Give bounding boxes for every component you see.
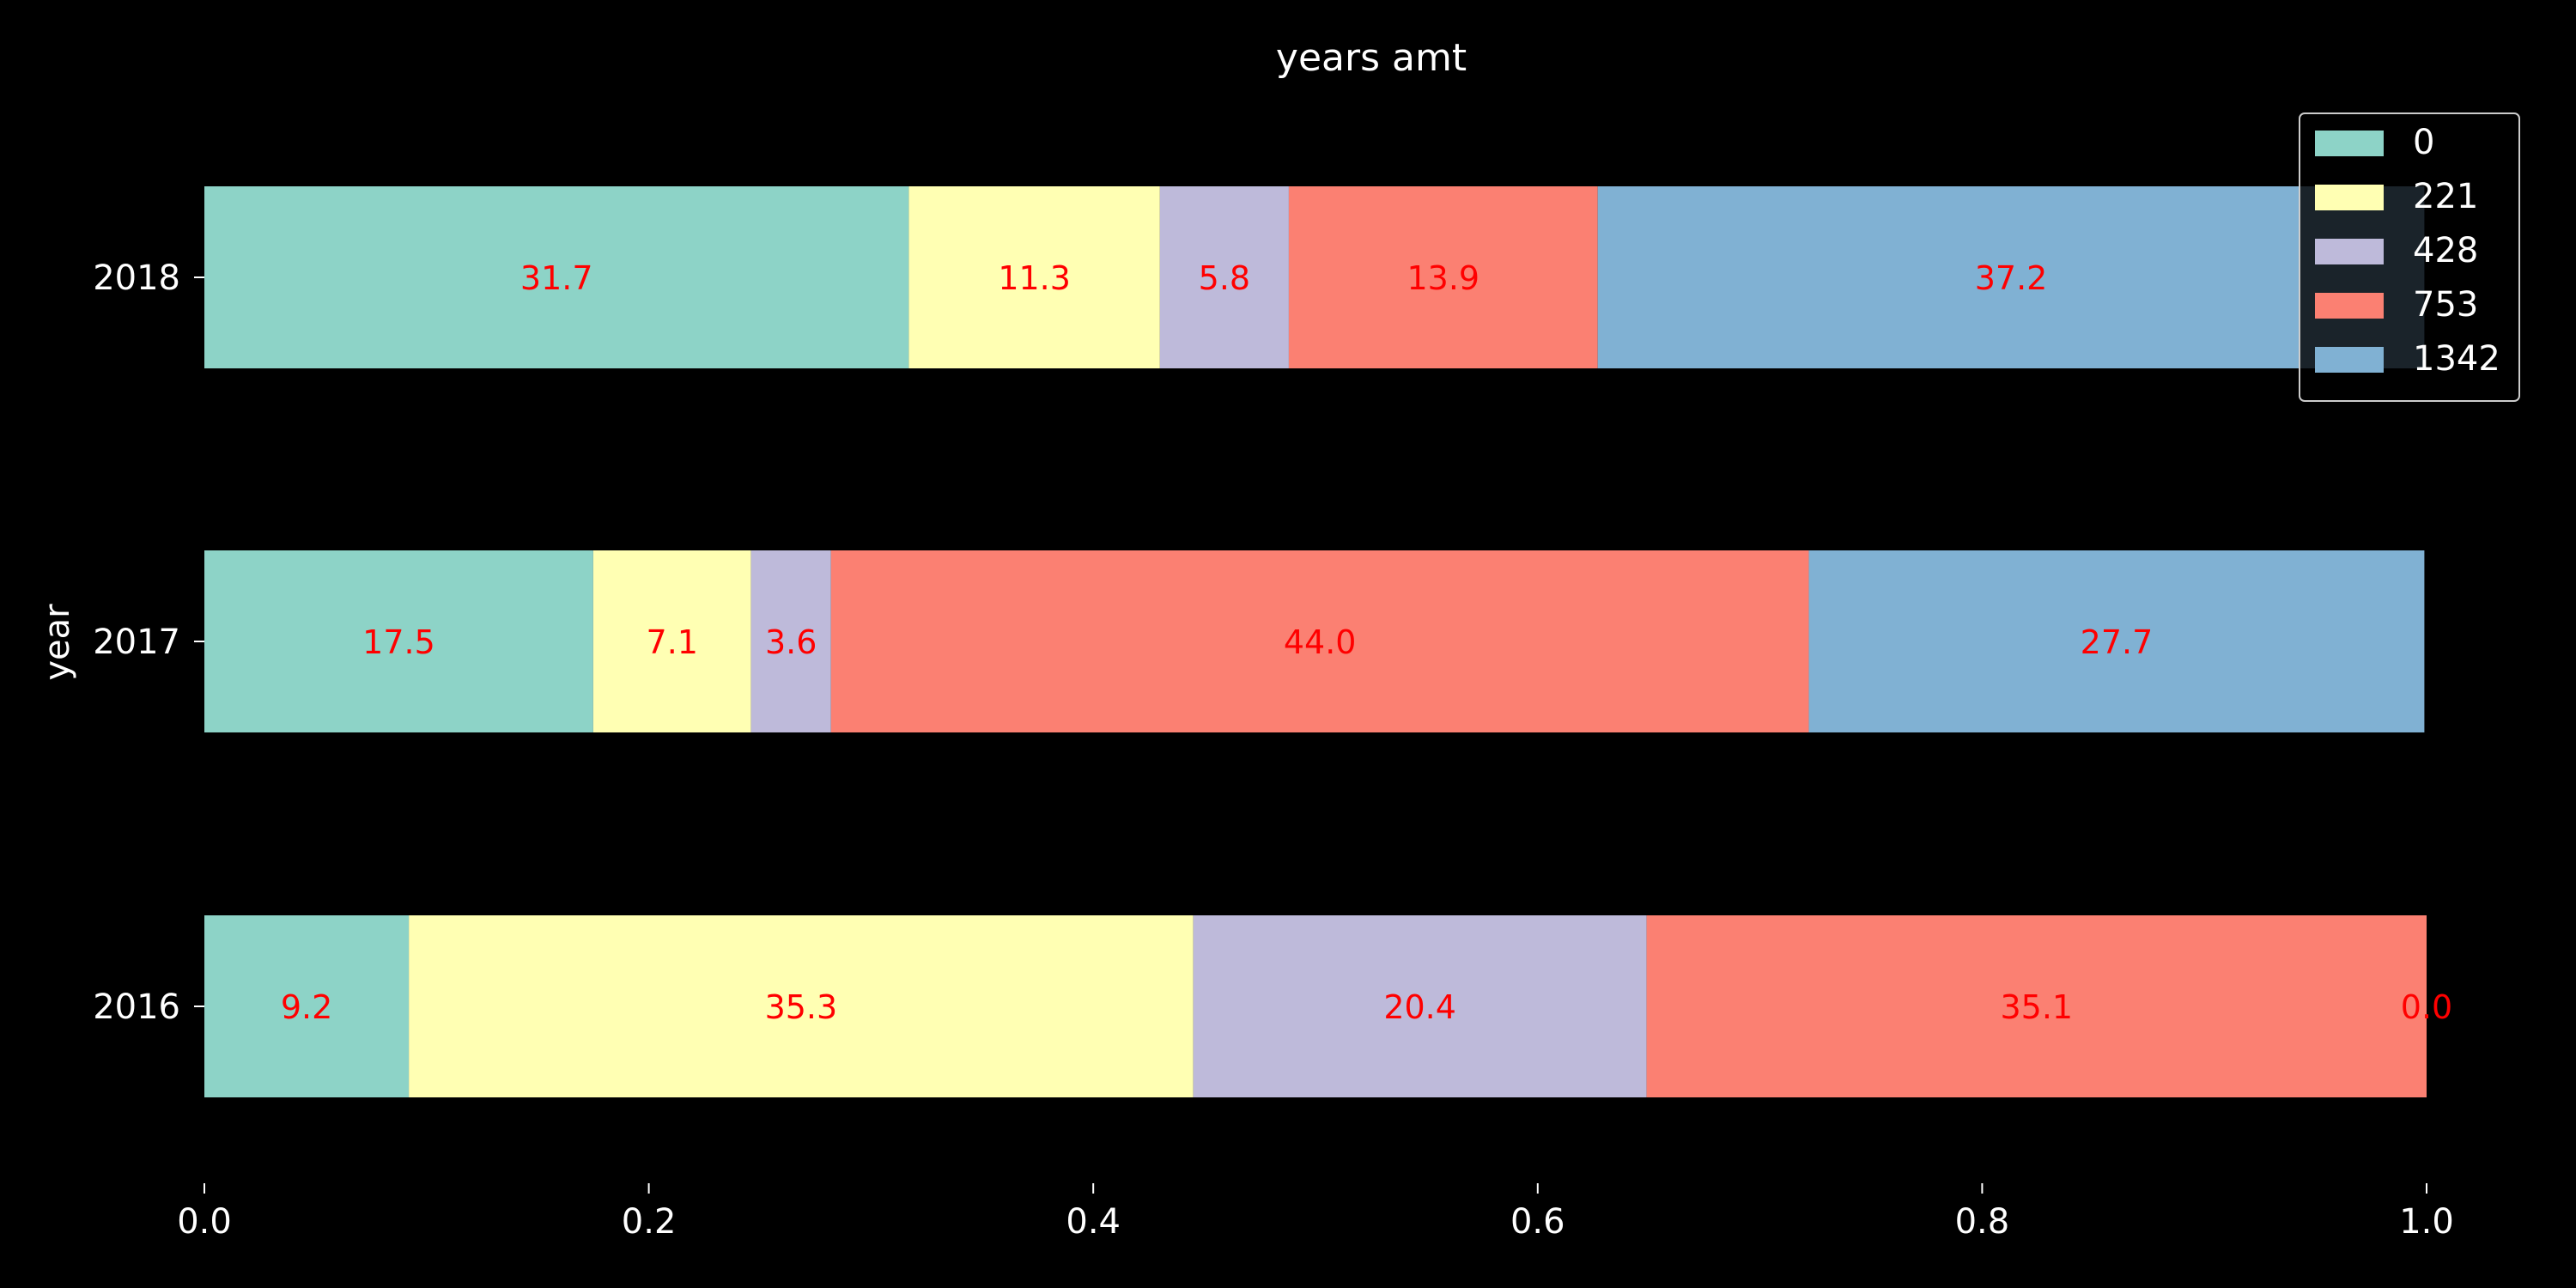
x-tick-label-3: 0.6 xyxy=(1510,1202,1565,1242)
data-label-2018-series-428: 5.8 xyxy=(1199,259,1250,297)
y-tick-label-2017: 2017 xyxy=(93,623,180,662)
bar-2018-series-221 xyxy=(908,186,1160,368)
data-label-2016-series-221: 35.3 xyxy=(765,988,838,1026)
bar-2016-series-753 xyxy=(1646,915,2427,1097)
legend-swatch-0 xyxy=(2315,131,2384,156)
bar-2016-series-428 xyxy=(1193,915,1647,1097)
data-label-2018-series-753: 13.9 xyxy=(1407,259,1480,297)
data-label-2018-series-0: 31.7 xyxy=(520,259,593,297)
x-tick-label-1: 0.2 xyxy=(622,1202,677,1242)
legend-label-753: 753 xyxy=(2413,285,2478,325)
data-label-2016-series-428: 20.4 xyxy=(1383,988,1456,1026)
data-label-2017-series-221: 7.1 xyxy=(647,623,698,661)
y-axis: 2016 2017 2018 xyxy=(93,258,204,1027)
bar-2018-series-753 xyxy=(1288,186,1598,368)
bar-2016-series-221 xyxy=(409,915,1194,1097)
data-label-2016-series-1342: 0.0 xyxy=(2401,988,2452,1026)
bars-group xyxy=(204,186,2427,1097)
legend: 0 221 428 753 1342 xyxy=(2299,112,2520,402)
bar-2017-series-1342 xyxy=(1808,550,2425,732)
bar-2017-series-221 xyxy=(592,550,751,732)
bar-2016-series-0 xyxy=(204,915,410,1097)
x-tick-label-4: 0.8 xyxy=(1955,1202,2010,1242)
y-axis-label: year xyxy=(38,604,77,681)
data-label-2017-series-1342: 27.7 xyxy=(2081,623,2154,661)
data-labels-group: 9.2 35.3 20.4 35.1 0.0 17.5 7.1 3.6 44.0 27.7 31.7… xyxy=(281,259,2452,1026)
y-tick-label-2018: 2018 xyxy=(93,258,180,298)
y-tick-label-2016: 2016 xyxy=(93,987,180,1027)
data-label-2016-series-753: 35.1 xyxy=(2001,988,2074,1026)
chart-title: years amt xyxy=(1276,36,1467,80)
legend-swatch-221 xyxy=(2315,185,2384,210)
data-label-2017-series-0: 17.5 xyxy=(362,623,435,661)
bar-2018-series-0 xyxy=(204,186,909,368)
legend-swatch-753 xyxy=(2315,293,2384,319)
data-label-2017-series-428: 3.6 xyxy=(765,623,817,661)
legend-swatch-428 xyxy=(2315,239,2384,264)
x-tick-label-0: 0.0 xyxy=(177,1202,232,1242)
data-label-2018-series-221: 11.3 xyxy=(998,259,1071,297)
data-label-2017-series-753: 44.0 xyxy=(1284,623,1357,661)
data-label-2018-series-1342: 37.2 xyxy=(1975,259,2048,297)
legend-label-428: 428 xyxy=(2413,231,2478,270)
bar-2018-series-1342 xyxy=(1597,186,2425,368)
bar-2017-series-0 xyxy=(204,550,593,732)
x-tick-label-5: 1.0 xyxy=(2399,1202,2454,1242)
legend-label-221: 221 xyxy=(2413,177,2478,216)
legend-swatch-1342 xyxy=(2315,347,2384,373)
legend-label-1342: 1342 xyxy=(2413,339,2500,379)
x-axis: 0.0 0.2 0.4 0.6 0.8 1.0 xyxy=(177,1183,2454,1242)
bar-2017-series-753 xyxy=(830,550,1809,732)
x-tick-label-2: 0.4 xyxy=(1066,1202,1121,1242)
bar-2017-series-428 xyxy=(750,550,831,732)
bar-2018-series-428 xyxy=(1159,186,1289,368)
data-label-2016-series-0: 9.2 xyxy=(281,988,332,1026)
legend-label-0: 0 xyxy=(2413,123,2434,162)
